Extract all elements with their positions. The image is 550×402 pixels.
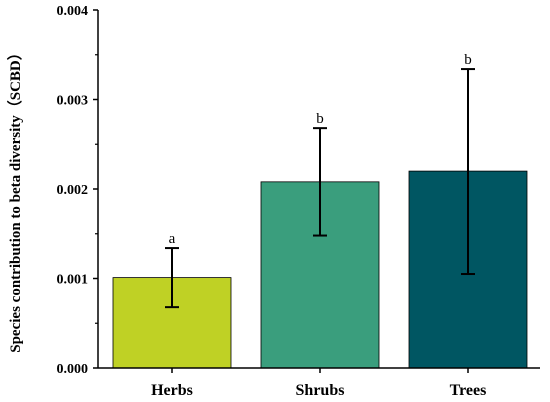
error-bars-group [165,68,475,309]
significance-label-trees: b [464,52,472,68]
significance-labels-group: a b b [169,52,472,247]
significance-label-herbs: a [169,231,176,247]
y-tick-label-3: 0.003 [57,94,89,109]
x-ticks-group: Herbs Shrubs Trees [151,368,486,399]
significance-label-shrubs: b [316,111,324,127]
y-tick-label-1: 0.001 [57,273,89,288]
x-tick-label-shrubs: Shrubs [296,382,345,399]
x-tick-label-herbs: Herbs [151,382,193,399]
y-tick-label-0: 0.000 [57,362,89,377]
y-tick-label-4: 0.004 [57,4,89,19]
y-tick-label-2: 0.002 [57,183,89,198]
x-tick-label-trees: Trees [450,382,487,399]
y-ticks-group: 0.000 0.001 0.002 0.003 0.004 [57,4,98,377]
y-axis-label: Species contribution to beta diversity（S… [6,45,24,353]
